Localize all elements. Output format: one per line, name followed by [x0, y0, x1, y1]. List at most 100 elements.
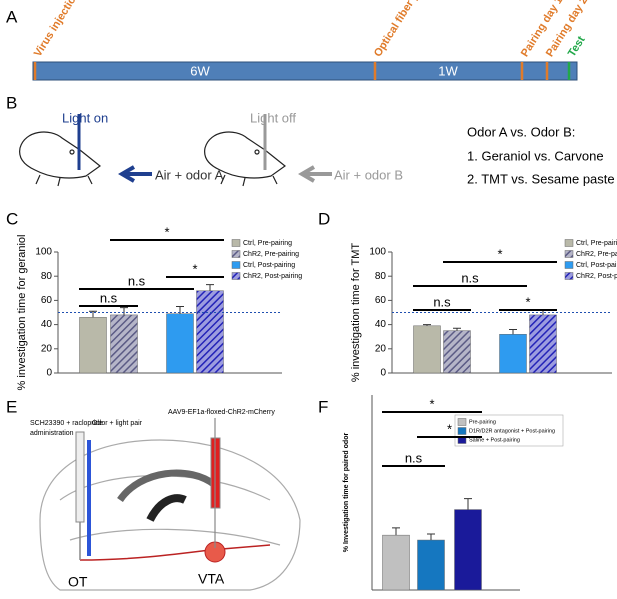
bar — [110, 314, 138, 374]
mouse-drawing — [19, 131, 101, 187]
y-tick-label: 40 — [41, 319, 53, 330]
legend-label: ChR2, Pre-pairing — [243, 251, 299, 258]
legend-swatch — [231, 272, 241, 280]
error-bar — [392, 527, 400, 536]
panel-label: D — [318, 209, 330, 228]
panel-label: B — [6, 93, 17, 112]
bar — [196, 290, 224, 374]
event-label: Virus injection — [32, 0, 82, 59]
bar — [454, 509, 482, 591]
odor-light-label: Odor + light pair — [92, 420, 143, 427]
y-tick-label: 80 — [375, 271, 387, 282]
bar — [499, 334, 527, 374]
y-tick-label: 60 — [41, 295, 53, 306]
drug-label: SCH23390 + raclopride — [30, 420, 103, 427]
legend-label: Ctrl, Post-pairing — [576, 262, 617, 269]
y-tick-label: 40 — [375, 319, 387, 330]
significance-label: * — [164, 224, 169, 239]
bar — [382, 534, 410, 591]
legend-swatch — [231, 250, 241, 258]
y-axis-label: % investigation time for geraniol — [16, 235, 28, 391]
error-bar — [423, 324, 431, 326]
event-label: Optical fiber placement — [372, 0, 447, 59]
panel-label: E — [6, 397, 17, 416]
y-tick-label: 0 — [380, 368, 386, 379]
mouse-drawing — [204, 131, 286, 187]
error-bar — [509, 328, 517, 335]
legend-swatch — [231, 239, 241, 247]
error-bar — [120, 307, 128, 315]
y-tick-label: 0 — [46, 368, 52, 379]
panel-label: F — [318, 397, 328, 416]
significance-label: * — [497, 246, 502, 261]
y-tick-label: 20 — [41, 343, 53, 354]
event-label: Test — [566, 34, 588, 59]
legend-label: Pre-pairing — [469, 419, 496, 425]
significance-label: * — [447, 421, 452, 436]
odor-label: Air + odor A — [155, 167, 224, 182]
brain-structure — [117, 469, 218, 503]
panel-label: A — [6, 7, 18, 26]
significance-label: n.s — [100, 290, 118, 305]
odor-title: Odor A vs. Odor B: — [467, 124, 575, 139]
air-arrow — [298, 165, 332, 183]
significance-label: n.s — [461, 270, 479, 285]
air-arrow — [118, 165, 152, 183]
legend-swatch — [231, 261, 241, 269]
bar — [79, 317, 107, 374]
duration-label: 6W — [190, 63, 210, 78]
region-label: VTA — [198, 571, 225, 587]
significance-label: n.s — [405, 450, 423, 465]
panel-label: C — [6, 209, 18, 228]
y-axis-label: % Investigation time for paired odor — [343, 433, 350, 553]
virus-label: AAV9-EF1a-floxed-ChR2-mCherry — [168, 409, 275, 416]
significance-label: * — [429, 396, 434, 411]
light-label: Light off — [250, 110, 296, 125]
odor-pair: 2. TMT vs. Sesame paste — [467, 171, 615, 186]
brain-structure — [146, 494, 187, 522]
significance-label: * — [192, 261, 197, 276]
syringe — [75, 431, 85, 523]
legend-swatch — [564, 261, 574, 269]
bar — [529, 314, 557, 374]
error-bar — [453, 327, 461, 331]
error-bar — [427, 533, 435, 541]
legend-swatch — [564, 239, 574, 247]
bar — [417, 539, 445, 591]
y-tick-label: 100 — [35, 247, 52, 258]
y-tick-label: 60 — [375, 295, 387, 306]
legend-label: Ctrl, Pre-pairing — [243, 240, 292, 247]
y-tick-label: 20 — [375, 343, 387, 354]
light-label: Light on — [62, 110, 108, 125]
region-label: OT — [68, 574, 88, 590]
legend-swatch — [457, 427, 467, 435]
odor-pair: 1. Geraniol vs. Carvone — [467, 148, 604, 163]
significance-label: * — [525, 294, 530, 309]
significance-label: n.s — [433, 294, 451, 309]
legend-label: Ctrl, Post-pairing — [243, 262, 295, 269]
legend-label: Saline + Post-pairing — [469, 437, 520, 443]
odor-label: Air + odor B — [334, 167, 403, 182]
y-axis-label: % investigation time for TMT — [350, 243, 362, 382]
bar — [443, 330, 471, 374]
legend-label: ChR2, Pre-pairing — [576, 251, 617, 258]
drug-label: administration — [30, 430, 74, 437]
pathway — [79, 544, 271, 561]
legend-swatch — [457, 418, 467, 426]
error-bar — [89, 310, 97, 318]
timeline-bar — [32, 61, 578, 81]
legend-swatch — [564, 250, 574, 258]
error-bar — [206, 284, 214, 291]
y-tick-label: 80 — [41, 271, 53, 282]
legend-swatch — [564, 272, 574, 280]
error-bar — [464, 498, 472, 510]
legend-label: ChR2, Post-pairing — [243, 273, 302, 280]
duration-label: 1W — [438, 63, 458, 78]
legend-label: D1R/D2R antagonist + Post-pairing — [469, 428, 555, 434]
bar — [413, 325, 441, 374]
legend-label: ChR2, Post-pairing — [576, 273, 617, 280]
bar — [166, 313, 194, 374]
legend-label: Ctrl, Pre-pairing — [576, 240, 617, 247]
significance-label: n.s — [128, 273, 146, 288]
